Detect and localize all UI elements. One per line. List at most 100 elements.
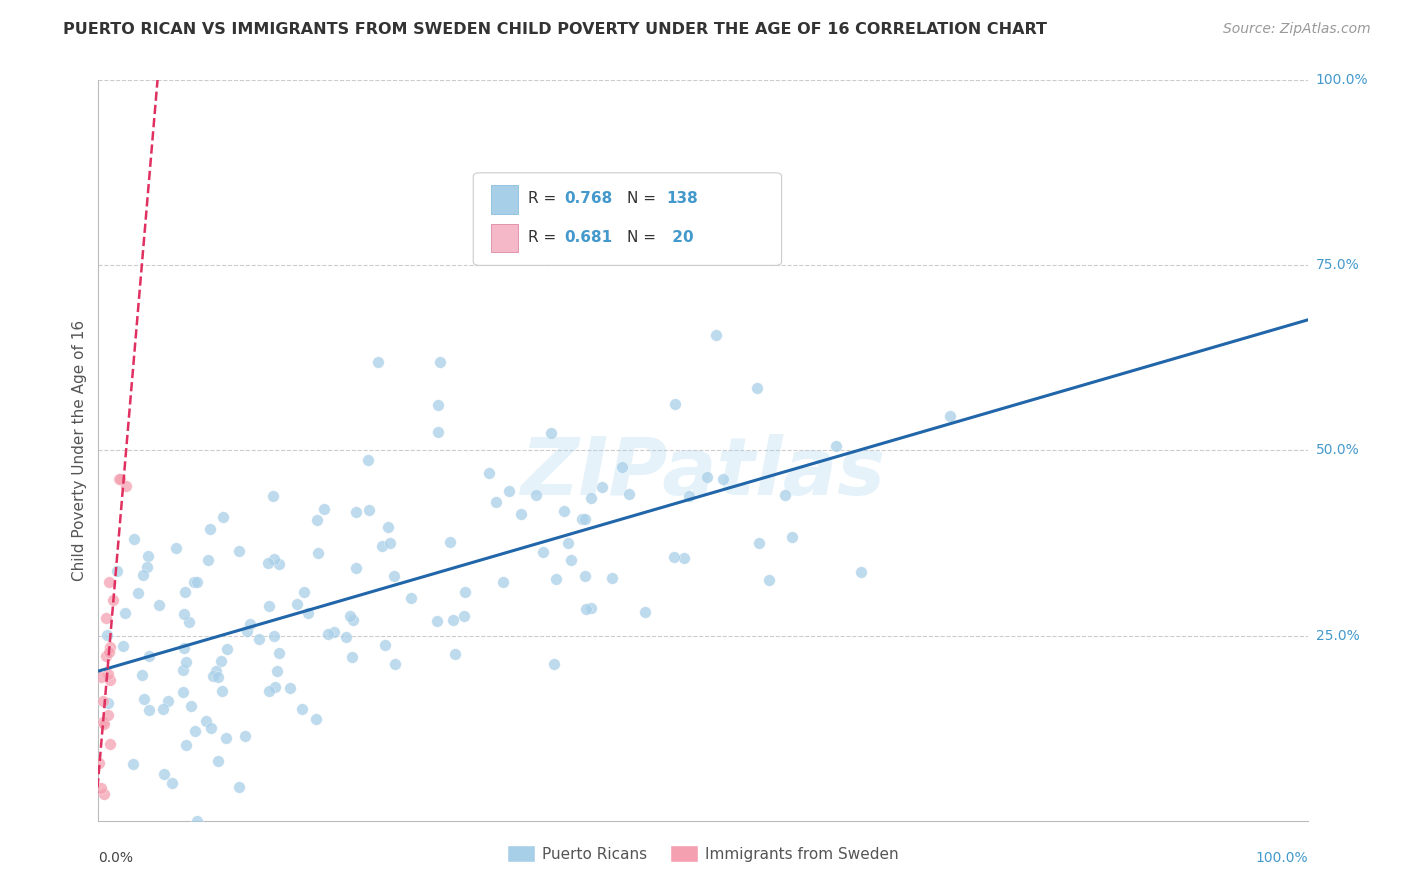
- Point: [307, 513, 329, 527]
- Point: [266, 664, 288, 678]
- FancyBboxPatch shape: [474, 173, 782, 266]
- Point: [132, 568, 155, 582]
- Point: [367, 355, 389, 369]
- Point: [664, 549, 686, 564]
- Point: [825, 439, 848, 453]
- Point: [100, 737, 122, 751]
- Point: [138, 703, 160, 717]
- Text: 50.0%: 50.0%: [1316, 443, 1360, 458]
- Point: [207, 670, 229, 684]
- Point: [426, 614, 449, 628]
- Point: [172, 663, 194, 677]
- Point: [357, 453, 380, 467]
- Point: [183, 575, 205, 590]
- Point: [773, 488, 796, 502]
- Point: [291, 701, 314, 715]
- Point: [543, 657, 565, 672]
- Point: [197, 553, 219, 567]
- Point: [758, 573, 780, 587]
- Point: [344, 561, 367, 575]
- Point: [335, 630, 357, 644]
- Point: [98, 673, 121, 687]
- Point: [664, 397, 686, 411]
- Point: [579, 600, 602, 615]
- Point: [269, 557, 291, 571]
- Point: [340, 649, 363, 664]
- Bar: [492, 186, 517, 213]
- Text: N =: N =: [627, 230, 661, 244]
- Point: [371, 539, 394, 553]
- Point: [134, 692, 156, 706]
- Point: [127, 586, 149, 600]
- Text: 0.681: 0.681: [564, 230, 612, 244]
- Point: [443, 648, 465, 662]
- Point: [212, 510, 235, 524]
- Point: [307, 546, 329, 560]
- Point: [148, 599, 170, 613]
- Text: N =: N =: [627, 191, 661, 206]
- Point: [263, 552, 285, 566]
- Point: [267, 646, 290, 660]
- Point: [591, 480, 613, 494]
- Point: [427, 398, 450, 412]
- Point: [264, 680, 287, 694]
- Point: [91, 714, 114, 729]
- Point: [297, 606, 319, 620]
- Point: [478, 467, 501, 481]
- Point: [257, 599, 280, 613]
- Point: [257, 684, 280, 698]
- Point: [427, 425, 450, 439]
- Point: [439, 534, 461, 549]
- Point: [152, 702, 174, 716]
- Point: [634, 605, 657, 619]
- Point: [91, 694, 114, 708]
- Text: 0.768: 0.768: [564, 191, 612, 206]
- Point: [357, 502, 380, 516]
- Point: [678, 490, 700, 504]
- Point: [198, 522, 221, 536]
- Point: [153, 767, 176, 781]
- Text: 25.0%: 25.0%: [1316, 629, 1360, 642]
- Point: [174, 655, 197, 669]
- Point: [696, 469, 718, 483]
- Point: [87, 756, 110, 770]
- Point: [531, 545, 554, 559]
- Point: [211, 684, 233, 698]
- Point: [612, 460, 634, 475]
- Point: [135, 560, 157, 574]
- Text: 138: 138: [666, 191, 699, 206]
- Point: [262, 489, 284, 503]
- Text: Source: ZipAtlas.com: Source: ZipAtlas.com: [1223, 22, 1371, 37]
- Text: ZIPatlas: ZIPatlas: [520, 434, 886, 512]
- Point: [162, 775, 184, 789]
- Point: [574, 512, 596, 526]
- Point: [228, 544, 250, 558]
- Point: [316, 627, 339, 641]
- Point: [540, 425, 562, 440]
- Point: [575, 602, 598, 616]
- Point: [429, 354, 451, 368]
- Point: [704, 327, 727, 342]
- Point: [544, 572, 567, 586]
- Point: [292, 584, 315, 599]
- Point: [374, 638, 396, 652]
- Point: [498, 483, 520, 498]
- Point: [339, 609, 361, 624]
- Point: [673, 550, 696, 565]
- Point: [780, 530, 803, 544]
- Point: [136, 549, 159, 563]
- Point: [285, 598, 308, 612]
- Point: [228, 780, 250, 794]
- Point: [105, 564, 128, 578]
- Point: [849, 566, 872, 580]
- Point: [209, 654, 232, 668]
- Point: [278, 681, 301, 695]
- Text: 20: 20: [666, 230, 693, 244]
- Y-axis label: Child Poverty Under the Age of 16: Child Poverty Under the Age of 16: [72, 320, 87, 581]
- Point: [97, 575, 120, 590]
- Point: [239, 616, 262, 631]
- Point: [94, 648, 117, 663]
- Point: [215, 641, 238, 656]
- Point: [97, 696, 120, 710]
- Point: [177, 615, 200, 629]
